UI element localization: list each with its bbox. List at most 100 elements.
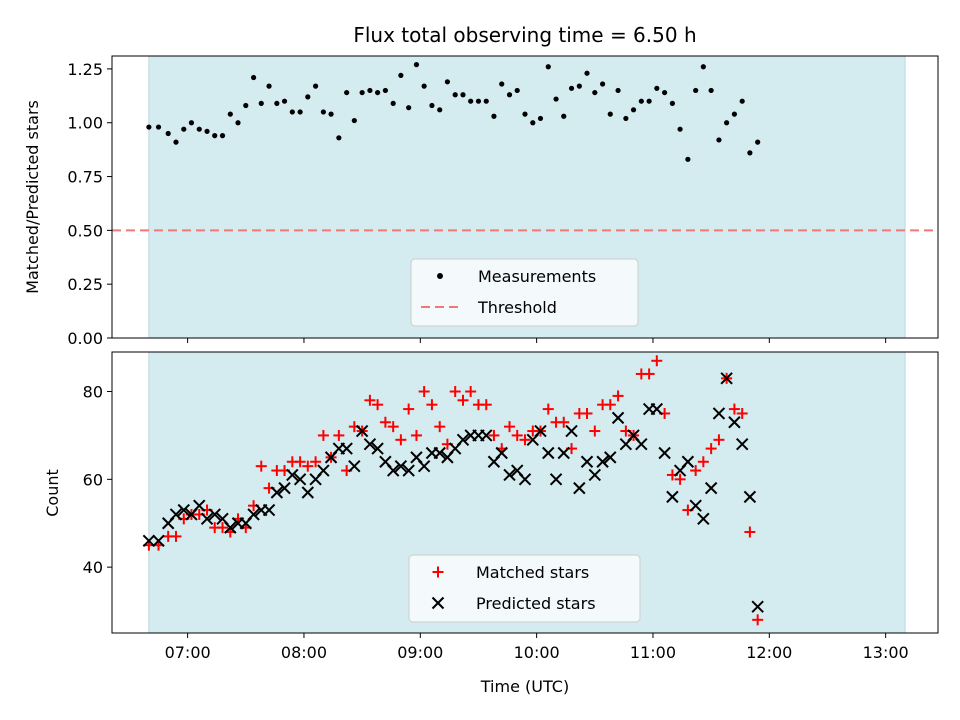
matched-point xyxy=(302,460,314,472)
predicted-point xyxy=(286,468,299,482)
matched-point xyxy=(581,407,593,419)
top-ytick-label: 0.50 xyxy=(67,221,103,240)
measurement-point xyxy=(243,102,249,109)
measurement-point xyxy=(367,87,373,94)
matched-point xyxy=(736,407,748,419)
top-plot-frame xyxy=(111,55,939,339)
predicted-point xyxy=(208,508,221,521)
measurement-point xyxy=(429,102,435,109)
matched-point xyxy=(752,614,764,626)
measurement-point xyxy=(700,64,706,70)
matched-point xyxy=(511,429,523,441)
measurement-point xyxy=(250,74,257,81)
measurement-point xyxy=(212,133,218,139)
legend-x-glyph xyxy=(431,596,445,610)
predicted-point xyxy=(200,512,214,526)
measurement-point xyxy=(561,113,567,119)
measurement-point xyxy=(227,111,233,117)
measurement-point xyxy=(654,85,660,91)
matched-point xyxy=(403,403,415,415)
bottom-ylabel: Count xyxy=(43,469,62,517)
predicted-point xyxy=(573,481,586,495)
predicted-point xyxy=(666,490,679,504)
predicted-point xyxy=(588,468,602,482)
measurement-point xyxy=(576,83,582,89)
predicted-point xyxy=(348,459,361,473)
measurement-point xyxy=(413,62,420,68)
legend-predicted-marker xyxy=(431,596,445,610)
measurement-point xyxy=(607,111,613,117)
measurement-point xyxy=(545,64,551,70)
bottom-xlabel: Time (UTC) xyxy=(480,677,569,696)
measurement-point xyxy=(553,96,559,102)
bottom-xtick-label: 07:00 xyxy=(165,643,211,662)
predicted-point xyxy=(518,473,532,486)
measurement-point xyxy=(390,100,396,106)
bottom-legend: Matched stars Predicted stars xyxy=(408,554,641,623)
predicted-point xyxy=(340,442,353,455)
matched-point xyxy=(217,522,229,534)
matched-point xyxy=(333,429,345,441)
predicted-point xyxy=(604,451,617,464)
matched-point xyxy=(519,434,531,446)
top-ytick-label: 1.00 xyxy=(67,114,103,133)
predicted-point xyxy=(611,411,625,425)
measurement-point xyxy=(305,94,311,100)
measurement-point xyxy=(382,87,388,94)
measurement-point xyxy=(359,89,365,96)
measurement-point xyxy=(599,81,606,87)
measurement-point xyxy=(677,126,683,132)
top-ylabel: Matched/Predicted stars xyxy=(23,100,42,294)
predicted-point xyxy=(557,446,570,460)
matched-point xyxy=(317,429,329,441)
measurement-point xyxy=(437,107,443,113)
predicted-point xyxy=(565,424,578,438)
measurement-point xyxy=(460,92,466,98)
measurement-series xyxy=(146,62,761,162)
predicted-point xyxy=(689,499,702,512)
top-legend: Measurements Threshold xyxy=(410,258,639,327)
matched-point xyxy=(643,368,655,380)
predicted-point xyxy=(371,442,384,455)
measurement-point xyxy=(398,72,404,78)
matched-point xyxy=(372,399,384,411)
measurement-point xyxy=(312,83,319,89)
predicted-point xyxy=(697,512,710,526)
predicted-point xyxy=(580,455,594,468)
top-ytick-label: 0.25 xyxy=(67,275,103,294)
matched-point xyxy=(488,429,500,441)
predicted-point xyxy=(495,446,508,460)
matched-point xyxy=(705,443,717,455)
measurement-point xyxy=(716,137,722,143)
measurement-point xyxy=(297,109,303,115)
matched-point xyxy=(604,399,616,411)
measurement-point xyxy=(491,113,497,119)
predicted-point xyxy=(658,446,671,460)
measurement-point xyxy=(638,98,644,104)
measurement-point xyxy=(274,100,280,106)
top-ytick-label: 1.25 xyxy=(67,60,103,79)
matched-point xyxy=(457,394,469,406)
top-ytick-label: 0.75 xyxy=(67,168,103,187)
legend-matched-marker xyxy=(432,566,444,578)
predicted-point xyxy=(394,459,408,473)
measurement-point xyxy=(568,85,575,91)
bottom-xtick-label: 10:00 xyxy=(514,643,560,662)
measurement-point xyxy=(669,100,676,106)
matched-point xyxy=(449,386,461,398)
predicted-point xyxy=(363,437,377,451)
predicted-point xyxy=(650,402,664,416)
predicted-point xyxy=(278,481,291,495)
matched-point xyxy=(589,425,601,437)
measurement-point xyxy=(406,105,412,111)
measurement-point xyxy=(351,117,357,124)
measurement-point xyxy=(623,115,629,122)
measurement-point xyxy=(468,98,474,104)
measurement-point xyxy=(530,120,536,126)
predicted-point xyxy=(417,459,431,473)
measurement-point xyxy=(146,124,152,130)
measurement-point xyxy=(747,150,753,156)
top-legend-box xyxy=(410,258,639,327)
predicted-point xyxy=(549,473,563,486)
